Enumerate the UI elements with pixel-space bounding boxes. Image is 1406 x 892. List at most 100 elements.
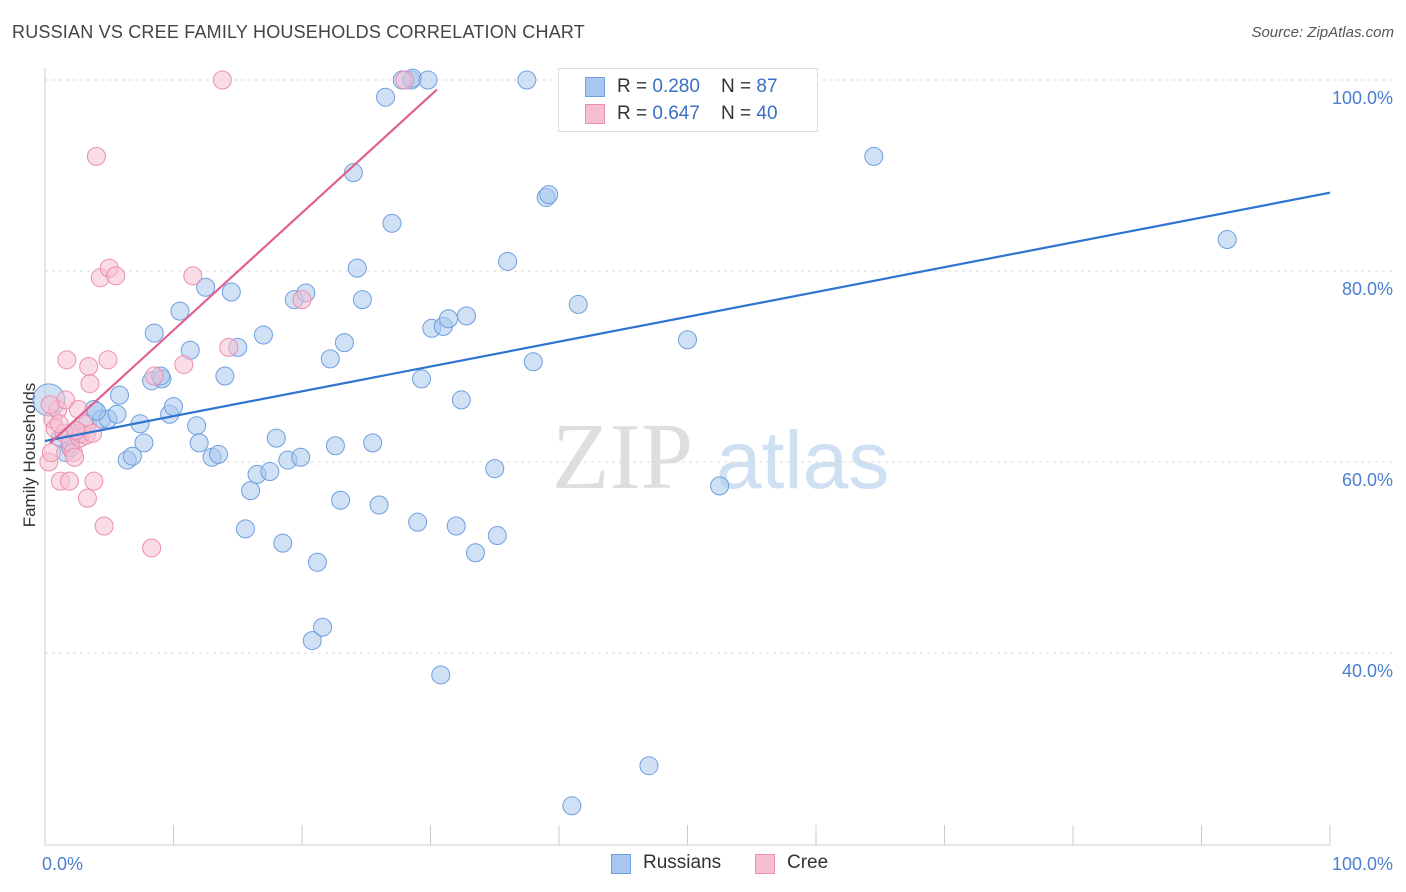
russians-r-label: R = bbox=[617, 76, 653, 97]
russians-point bbox=[196, 277, 216, 297]
russians-point bbox=[498, 251, 518, 271]
russians-n-value: 87 bbox=[756, 76, 778, 97]
russians-point bbox=[221, 282, 241, 302]
cree-r-label: R = bbox=[617, 103, 653, 124]
russians-point bbox=[302, 631, 322, 651]
russians-point bbox=[517, 70, 537, 90]
cree-point bbox=[292, 290, 312, 310]
russians-point bbox=[487, 526, 507, 546]
russians-point bbox=[418, 70, 438, 90]
russians-point bbox=[107, 404, 127, 424]
russians-point bbox=[325, 436, 345, 456]
russians-r-value: 0.280 bbox=[652, 76, 700, 97]
cree-point bbox=[395, 70, 415, 90]
cree-legend-label: Cree bbox=[787, 852, 829, 873]
cree-point bbox=[41, 442, 61, 462]
cree-point bbox=[174, 355, 194, 375]
y-tick-label: 100.0% bbox=[1332, 88, 1393, 108]
russians-point bbox=[260, 462, 280, 482]
russians-point bbox=[253, 325, 273, 345]
russians-point bbox=[352, 290, 372, 310]
russians-point bbox=[408, 512, 428, 532]
russians-point bbox=[451, 390, 471, 410]
cree-legend-swatch bbox=[755, 854, 775, 874]
russians-trendline bbox=[44, 191, 1331, 443]
russians-point bbox=[446, 516, 466, 536]
watermark-atlas: atlas bbox=[716, 415, 889, 506]
russians-point bbox=[678, 330, 697, 350]
russians-point bbox=[208, 444, 228, 464]
russians-point bbox=[291, 447, 311, 467]
russians-point bbox=[110, 385, 130, 405]
cree-point bbox=[40, 395, 60, 415]
russians-point bbox=[639, 756, 659, 776]
russians-point bbox=[347, 258, 367, 278]
russians-point bbox=[187, 416, 207, 436]
russians-point bbox=[562, 796, 582, 816]
cree-swatch bbox=[585, 104, 605, 124]
watermark: ZIP atlas bbox=[552, 405, 889, 509]
cree-trendline bbox=[49, 88, 438, 444]
russians-point bbox=[1217, 229, 1237, 249]
cree-point bbox=[144, 366, 164, 386]
x-tick-label: 0.0% bbox=[42, 854, 83, 874]
russians-point bbox=[134, 433, 154, 453]
russians-point bbox=[485, 459, 505, 479]
russians-legend-label: Russians bbox=[643, 852, 722, 873]
russians-point bbox=[235, 519, 255, 539]
cree-point bbox=[142, 538, 162, 558]
chart-title: RUSSIAN VS CREE FAMILY HOUSEHOLDS CORREL… bbox=[12, 22, 585, 42]
russians-point bbox=[122, 446, 142, 466]
y-tick-label: 40.0% bbox=[1342, 661, 1393, 681]
russians-point bbox=[523, 352, 543, 372]
russians-point bbox=[144, 323, 164, 343]
russians-point bbox=[382, 213, 402, 233]
russians-point bbox=[568, 294, 588, 314]
russians-point bbox=[369, 495, 389, 515]
watermark-zip: ZIP bbox=[552, 405, 693, 509]
russians-point bbox=[334, 333, 354, 353]
russians-point bbox=[189, 433, 209, 453]
russians-point bbox=[273, 533, 293, 553]
russians-point bbox=[412, 369, 432, 389]
russians-point bbox=[331, 490, 351, 510]
russians-point bbox=[320, 349, 340, 369]
correlation-legend: R = 0.280 N = 87 R = 0.647 N = 40 bbox=[558, 68, 818, 132]
russians-point bbox=[438, 309, 458, 329]
cree-point bbox=[219, 337, 239, 357]
russians-legend-swatch bbox=[611, 854, 631, 874]
cree-point bbox=[98, 350, 118, 370]
russians-point bbox=[431, 665, 451, 685]
russians-point bbox=[363, 433, 383, 453]
cree-point bbox=[59, 471, 79, 491]
russians-point bbox=[539, 185, 559, 205]
cree-point bbox=[65, 447, 85, 467]
russians-point bbox=[215, 366, 235, 386]
y-tick-label: 80.0% bbox=[1342, 279, 1393, 299]
russians-point bbox=[307, 552, 327, 572]
cree-point bbox=[57, 350, 77, 370]
russians-point bbox=[164, 397, 183, 417]
russians-point bbox=[313, 617, 333, 637]
y-tick-label: 60.0% bbox=[1342, 470, 1393, 490]
cree-point bbox=[106, 266, 126, 286]
cree-n-label: N = bbox=[721, 103, 757, 124]
cree-point bbox=[84, 471, 104, 491]
russians-point bbox=[376, 87, 396, 107]
russians-point bbox=[864, 146, 884, 166]
russians-point bbox=[241, 481, 261, 501]
russians-n-label: N = bbox=[721, 76, 757, 97]
cree-point bbox=[212, 70, 232, 90]
cree-point bbox=[77, 488, 97, 508]
chart-source: Source: ZipAtlas.com bbox=[1251, 24, 1394, 41]
russians-point bbox=[465, 543, 485, 563]
cree-n-value: 40 bbox=[756, 103, 778, 124]
cree-point bbox=[49, 414, 69, 434]
cree-point bbox=[183, 266, 203, 286]
russians-point bbox=[266, 428, 286, 448]
cree-point bbox=[86, 146, 106, 166]
cree-r-value: 0.647 bbox=[652, 103, 700, 124]
russians-point bbox=[710, 476, 730, 496]
x-tick-label: 100.0% bbox=[1332, 854, 1393, 874]
